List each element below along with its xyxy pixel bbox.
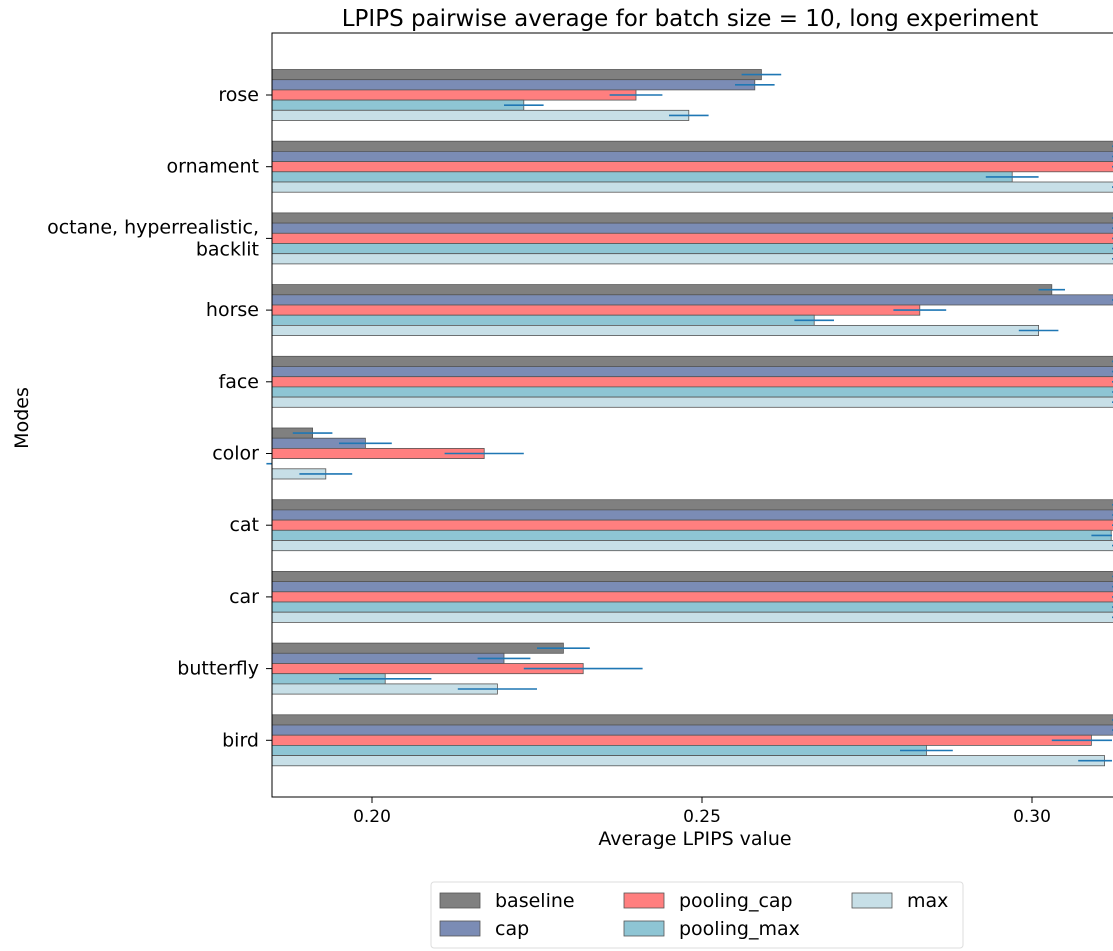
y-axis-label: Modes [11, 387, 33, 449]
bar-baseline-cat [271, 499, 1113, 511]
bar-cap-bird [271, 724, 1113, 736]
bar-cap-ornament [271, 150, 1113, 162]
bar-max-face [271, 396, 1113, 408]
legend-swatch-max [851, 892, 893, 909]
bar-cap-butterfly [271, 652, 505, 664]
bar-max-bird [271, 755, 1105, 767]
bar-pooling_max-ornament [271, 171, 1013, 183]
y-tick-label: cat [229, 514, 259, 536]
bar-max-cat [271, 540, 1113, 552]
legend-swatch-baseline [439, 892, 481, 909]
x-tick-label: 0.25 [683, 807, 721, 827]
y-tick-label: backlit [196, 238, 259, 260]
x-axis: 0.200.250.300.350.40 [353, 797, 1051, 827]
legend-swatch-pooling_cap [623, 892, 665, 909]
y-tick-label: ornament [167, 156, 259, 178]
bar-pooling_cap-octane-hyperrealistic-backlit [271, 232, 1113, 244]
bar-pooling_max-horse [271, 314, 815, 326]
bar-pooling_max-octane-hyperrealistic-backlit [271, 243, 1113, 255]
bar-baseline-face [271, 355, 1113, 367]
bar-pooling_max-face [271, 386, 1113, 398]
y-axis: rose ornament octane, hyperrealistic,backl… [47, 84, 272, 751]
bar-pooling_cap-car [271, 591, 1113, 603]
legend-label-pooling_cap: pooling_cap [679, 890, 793, 912]
bar-pooling_max-bird [271, 745, 927, 757]
bar-max-ornament [271, 181, 1113, 193]
legend-label-max: max [907, 890, 948, 912]
bar-cap-rose [271, 79, 756, 91]
bar-cap-cat [271, 509, 1113, 521]
legend-swatch-pooling_max [623, 920, 665, 937]
bar-pooling_cap-face [271, 376, 1113, 388]
x-tick-label: 0.20 [353, 807, 391, 827]
bar-pooling_cap-bird [271, 734, 1092, 746]
bar-baseline-car [271, 571, 1113, 583]
chart-title: LPIPS pairwise average for batch size = … [342, 6, 1039, 32]
bar-baseline-butterfly [271, 642, 564, 654]
bar-baseline-bird [271, 714, 1113, 726]
bar-cap-horse [271, 294, 1113, 306]
bar-pooling_cap-horse [271, 304, 921, 316]
bar-cap-face [271, 366, 1113, 378]
bar-baseline-rose [271, 69, 762, 81]
bar-pooling_cap-cat [271, 519, 1113, 531]
y-tick-label: color [212, 443, 259, 465]
bar-cap-octane-hyperrealistic-backlit [271, 222, 1113, 234]
x-axis-label: Average LPIPS value [598, 828, 791, 850]
bar-pooling_max-car [271, 601, 1113, 613]
plot-area [266, 69, 1113, 767]
bar-pooling_max-cat [271, 529, 1112, 541]
x-tick-label: 0.30 [1013, 807, 1051, 827]
bar-max-octane-hyperrealistic-backlit [271, 253, 1113, 265]
bar-pooling_cap-ornament [271, 161, 1113, 173]
bar-max-horse [271, 324, 1039, 336]
y-tick-label: rose [218, 84, 259, 106]
legend-label-cap: cap [495, 918, 529, 940]
y-tick-label: butterfly [177, 658, 259, 680]
bar-baseline-horse [271, 284, 1053, 296]
y-tick-label: car [229, 586, 259, 608]
y-tick-label: octane, hyperrealistic, [47, 216, 259, 238]
legend-swatch-cap [439, 920, 481, 937]
plot-frame [271, 32, 1113, 798]
bar-baseline-ornament [271, 140, 1113, 152]
legend-label-baseline: baseline [495, 890, 575, 912]
bar-max-rose [271, 109, 690, 121]
bar-cap-car [271, 581, 1113, 593]
y-tick-label: bird [222, 729, 259, 751]
bar-baseline-octane-hyperrealistic-backlit [271, 212, 1113, 224]
y-tick-label: face [219, 371, 259, 393]
legend-label-pooling_max: pooling_max [679, 918, 800, 940]
y-tick-label: horse [206, 299, 259, 321]
legend-frame [430, 881, 964, 949]
bar-pooling_max-rose [271, 99, 525, 111]
legend: baseline cap pooling_cap pooling_max max [430, 881, 964, 949]
bar-max-car [271, 611, 1113, 623]
bar-pooling_cap-rose [271, 89, 637, 101]
